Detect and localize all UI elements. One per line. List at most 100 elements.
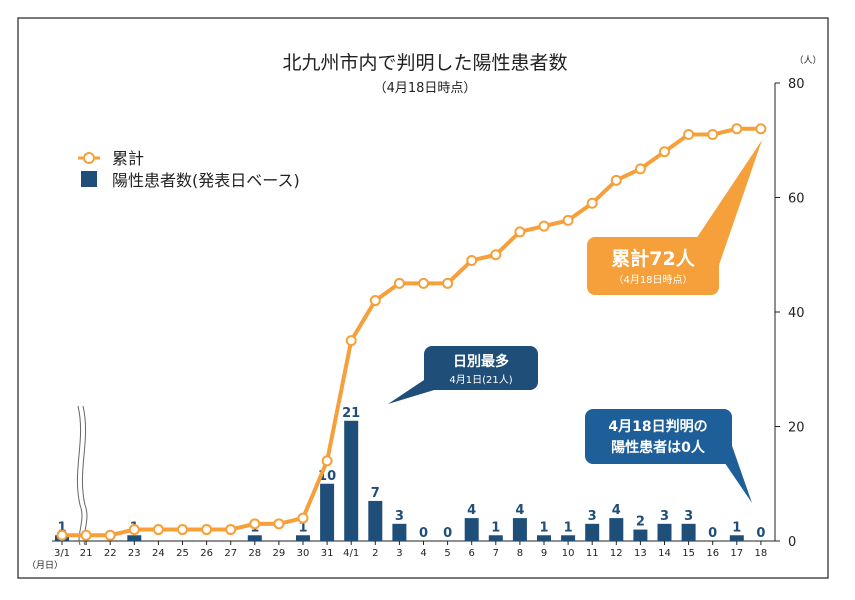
cumulative-point [731, 123, 743, 135]
bar-value-label: 2 [636, 515, 645, 530]
bar-value-label: 4 [612, 503, 621, 518]
x-tick-label: 5 [444, 548, 450, 559]
x-tick-label: 6 [469, 548, 475, 559]
bar [368, 500, 383, 541]
bar-value-label: 1 [298, 520, 307, 535]
cumulative-point [56, 529, 68, 541]
cumulative-point [418, 277, 429, 289]
bar-value-label: 0 [443, 526, 452, 541]
legend-label-cumulative: 累計 [112, 149, 144, 168]
cumulative-point [634, 163, 646, 175]
legend: 累計 陽性患者数(発表日ベース) [78, 149, 300, 190]
y-tick-label: 0 [788, 535, 796, 550]
x-tick-label: 31 [321, 548, 334, 559]
cumulative-point [201, 524, 213, 536]
bar [127, 535, 142, 541]
x-tick-label: 7 [493, 548, 499, 559]
bar-value-label: 3 [395, 509, 404, 524]
cumulative-point [707, 129, 719, 141]
x-tick-label: 23 [128, 548, 141, 559]
x-tick-label: 15 [682, 548, 695, 559]
callout-max-day-box [424, 346, 538, 390]
bar [657, 523, 672, 541]
x-tick-label: 3/1 [54, 548, 70, 559]
bar [488, 535, 503, 541]
bar-value-label: 4 [467, 503, 476, 518]
y-tick-label: 80 [788, 77, 805, 92]
cumulative-point [225, 524, 237, 536]
legend-bar-swatch [81, 171, 97, 187]
callout-total: 累計72人 （4月18日時点） [587, 140, 762, 295]
callout-today-box [585, 409, 732, 464]
x-tick-label: 9 [541, 548, 547, 559]
y-tick-label: 40 [788, 306, 805, 321]
x-tick-label: 4 [420, 548, 426, 559]
x-tick-label: 18 [755, 548, 768, 559]
cumulative-point [514, 226, 526, 238]
x-tick-label: 25 [176, 548, 189, 559]
callout-today-line2: 陽性患者は0人 [611, 439, 706, 456]
cumulative-point [369, 295, 381, 307]
cumulative-point [466, 254, 478, 266]
y-axis-unit: （人） [794, 55, 821, 66]
callout-max-day-sub: 4月1日(21人) [449, 374, 512, 386]
x-tick-label: 4/1 [343, 548, 359, 559]
callout-max-day-title: 日別最多 [453, 353, 509, 370]
cumulative-point [393, 277, 405, 289]
bar-value-label: 0 [419, 526, 428, 541]
x-tick-label: 26 [200, 548, 213, 559]
x-tick-label: 27 [224, 548, 237, 559]
bar-value-label: 4 [515, 503, 524, 518]
bar [537, 535, 551, 541]
x-tick-label: 21 [80, 548, 93, 559]
cumulative-point [659, 146, 670, 158]
x-tick-label: 13 [634, 548, 647, 559]
legend-label-daily: 陽性患者数(発表日ベース) [112, 171, 300, 190]
x-tick-label: 10 [562, 548, 575, 559]
bar-value-label: 1 [57, 520, 66, 535]
x-tick-label: 16 [706, 548, 719, 559]
x-tick-label: 2 [372, 548, 378, 559]
cumulative-point [562, 214, 574, 226]
bar [344, 420, 359, 541]
callout-total-box [587, 237, 719, 295]
bar-series [55, 420, 744, 541]
bar [681, 523, 696, 541]
x-tick-label: 11 [586, 548, 599, 559]
chart-subtitle: （4月18日時点） [374, 81, 477, 96]
bar-value-label: 3 [684, 509, 693, 524]
x-tick-label: 17 [730, 548, 743, 559]
x-tick-label: 29 [273, 548, 286, 559]
bar [464, 518, 479, 541]
cumulative-point [177, 524, 188, 536]
axis-break-line-2 [81, 405, 88, 546]
cumulative-point [321, 455, 333, 467]
callout-max-day: 日別最多 4月1日(21人) [388, 346, 538, 404]
axis-break-line-1 [76, 405, 83, 546]
bar-value-label: 1 [732, 520, 741, 535]
bar-value-label: 1 [564, 520, 573, 535]
bar [609, 518, 624, 541]
chart-title: 北九州市内で判明した陽性患者数 [282, 52, 567, 74]
x-tick-label: 12 [610, 548, 623, 559]
bar [320, 483, 335, 541]
bar [512, 518, 527, 541]
chart-frame [17, 17, 829, 579]
callout-today: 4月18日判明の 陽性患者は0人 [585, 409, 752, 503]
x-tick-label: 28 [248, 548, 261, 559]
cumulative-point [586, 197, 598, 209]
bar-value-label: 7 [371, 486, 380, 501]
bar [561, 535, 576, 541]
cumulative-point [297, 512, 309, 524]
callout-total-sub: （4月18日時点） [613, 274, 692, 286]
callout-total-tail [690, 140, 762, 268]
cumulative-point [104, 529, 116, 541]
legend-marker-swatch [83, 152, 95, 164]
cumulative-point [273, 518, 285, 530]
cumulative-point [538, 220, 550, 232]
x-axis-unit: （月日） [27, 560, 63, 571]
cumulative-point [490, 249, 502, 261]
bar-value-label: 3 [660, 509, 669, 524]
